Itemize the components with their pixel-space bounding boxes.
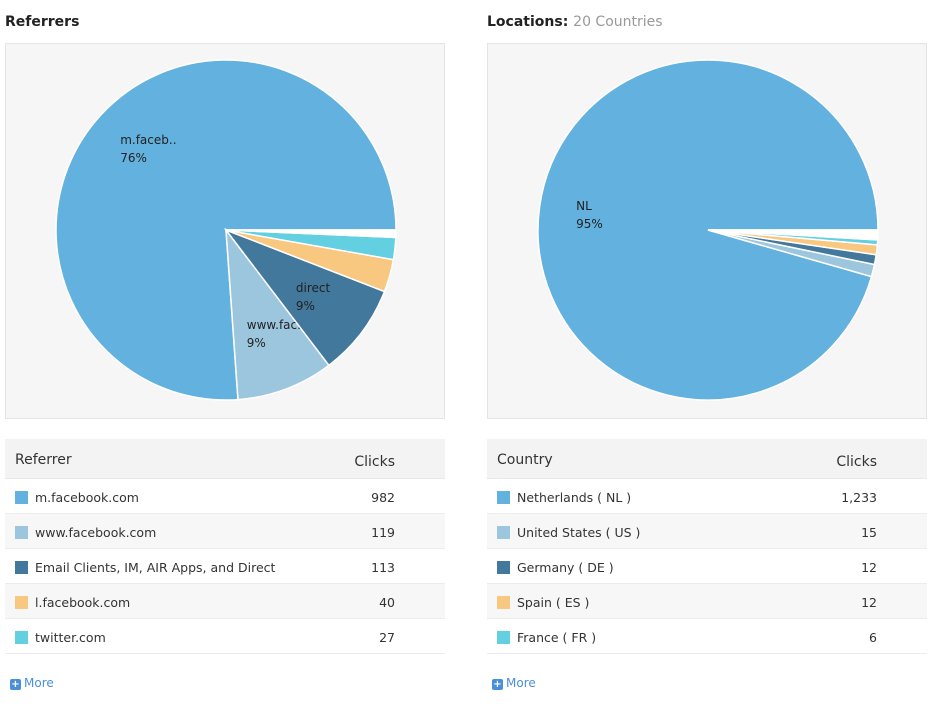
- country-name: United States ( US ): [517, 525, 641, 540]
- referrer-clicks: 113: [371, 560, 395, 575]
- referrer-slice-pct-0: 76%: [120, 151, 147, 165]
- location-slice-label-0: NL: [576, 199, 592, 213]
- country-name: Netherlands ( NL ): [517, 490, 632, 505]
- referrer-slice-0: [55, 59, 397, 401]
- referrer-slice-pct-2: 9%: [296, 299, 315, 313]
- table-row: twitter.com 27: [5, 619, 445, 654]
- referrers-table: Referrer Clicks m.facebook.com 982 www.f…: [5, 439, 445, 654]
- referrer-name: twitter.com: [35, 630, 106, 645]
- referrer-slice-label-2: direct: [296, 281, 331, 295]
- referrer-slice-label-0: m.faceb..: [120, 133, 176, 147]
- referrer-slice-1: [225, 227, 330, 401]
- referrers-more-link[interactable]: + More: [10, 676, 54, 690]
- table-row: www.facebook.com 119: [5, 514, 445, 549]
- legend-swatch: [15, 596, 28, 609]
- table-row: l.facebook.com 40: [5, 584, 445, 619]
- table-row: Netherlands ( NL ) 1,233: [487, 479, 927, 514]
- country-clicks: 12: [861, 595, 877, 610]
- referrers-pie-svg: m.faceb.. 76% www.fac.. 9% direct 9%: [55, 59, 397, 401]
- referrer-slice-2: [223, 228, 386, 367]
- more-label: More: [24, 676, 54, 690]
- referrer-name: m.facebook.com: [35, 490, 139, 505]
- location-slice-8: [707, 229, 879, 233]
- plus-icon: +: [10, 679, 21, 690]
- country-name: Spain ( ES ): [517, 595, 590, 610]
- referrer-clicks: 119: [371, 525, 395, 540]
- more-label: More: [506, 676, 536, 690]
- table-row: Email Clients, IM, AIR Apps, and Direct …: [5, 549, 445, 584]
- locations-pie-chart: NL 95%: [487, 43, 927, 419]
- referrer-column-header: Referrer: [15, 452, 72, 468]
- legend-swatch: [497, 631, 510, 644]
- legend-swatch: [497, 491, 510, 504]
- referrer-slice-8: [225, 229, 397, 232]
- country-clicks: 6: [869, 630, 877, 645]
- locations-table: Country Clicks Netherlands ( NL ) 1,233 …: [487, 439, 927, 654]
- locations-title: Locations: 20 Countries: [487, 14, 663, 30]
- legend-swatch: [15, 526, 28, 539]
- referrer-slice-label-1: www.fac..: [247, 318, 305, 332]
- plus-icon: +: [492, 679, 503, 690]
- country-clicks: 1,233: [841, 490, 877, 505]
- locations-subtitle: 20 Countries: [573, 14, 663, 30]
- referrers-title: Referrers: [5, 14, 80, 30]
- country-name: France ( FR ): [517, 630, 597, 645]
- referrers-pie-chart: m.faceb.. 76% www.fac.. 9% direct 9%: [5, 43, 445, 419]
- legend-swatch: [15, 561, 28, 574]
- referrer-clicks: 27: [379, 630, 395, 645]
- referrer-slice-pct-1: 9%: [247, 336, 266, 350]
- table-row: Spain ( ES ) 12: [487, 584, 927, 619]
- location-slice-pct-0: 95%: [576, 217, 603, 231]
- referrer-name: l.facebook.com: [35, 595, 131, 610]
- referrers-table-header: Referrer Clicks: [5, 439, 445, 479]
- country-name: Germany ( DE ): [517, 560, 614, 575]
- clicks-column-header: Clicks: [836, 454, 877, 470]
- locations-pie-svg: NL 95%: [537, 59, 879, 401]
- country-clicks: 12: [861, 560, 877, 575]
- country-clicks: 15: [861, 525, 877, 540]
- legend-swatch: [497, 526, 510, 539]
- locations-table-header: Country Clicks: [487, 439, 927, 479]
- table-row: United States ( US ) 15: [487, 514, 927, 549]
- referrer-name: Email Clients, IM, AIR Apps, and Direct: [35, 560, 276, 575]
- country-column-header: Country: [497, 452, 553, 468]
- legend-swatch: [497, 561, 510, 574]
- table-row: France ( FR ) 6: [487, 619, 927, 654]
- legend-swatch: [15, 631, 28, 644]
- referrer-clicks: 40: [379, 595, 395, 610]
- legend-swatch: [497, 596, 510, 609]
- legend-swatch: [15, 491, 28, 504]
- referrer-clicks: 982: [371, 490, 395, 505]
- locations-more-link[interactable]: + More: [492, 676, 536, 690]
- referrer-name: www.facebook.com: [35, 525, 157, 540]
- table-row: Germany ( DE ) 12: [487, 549, 927, 584]
- clicks-column-header: Clicks: [354, 454, 395, 470]
- table-row: m.facebook.com 982: [5, 479, 445, 514]
